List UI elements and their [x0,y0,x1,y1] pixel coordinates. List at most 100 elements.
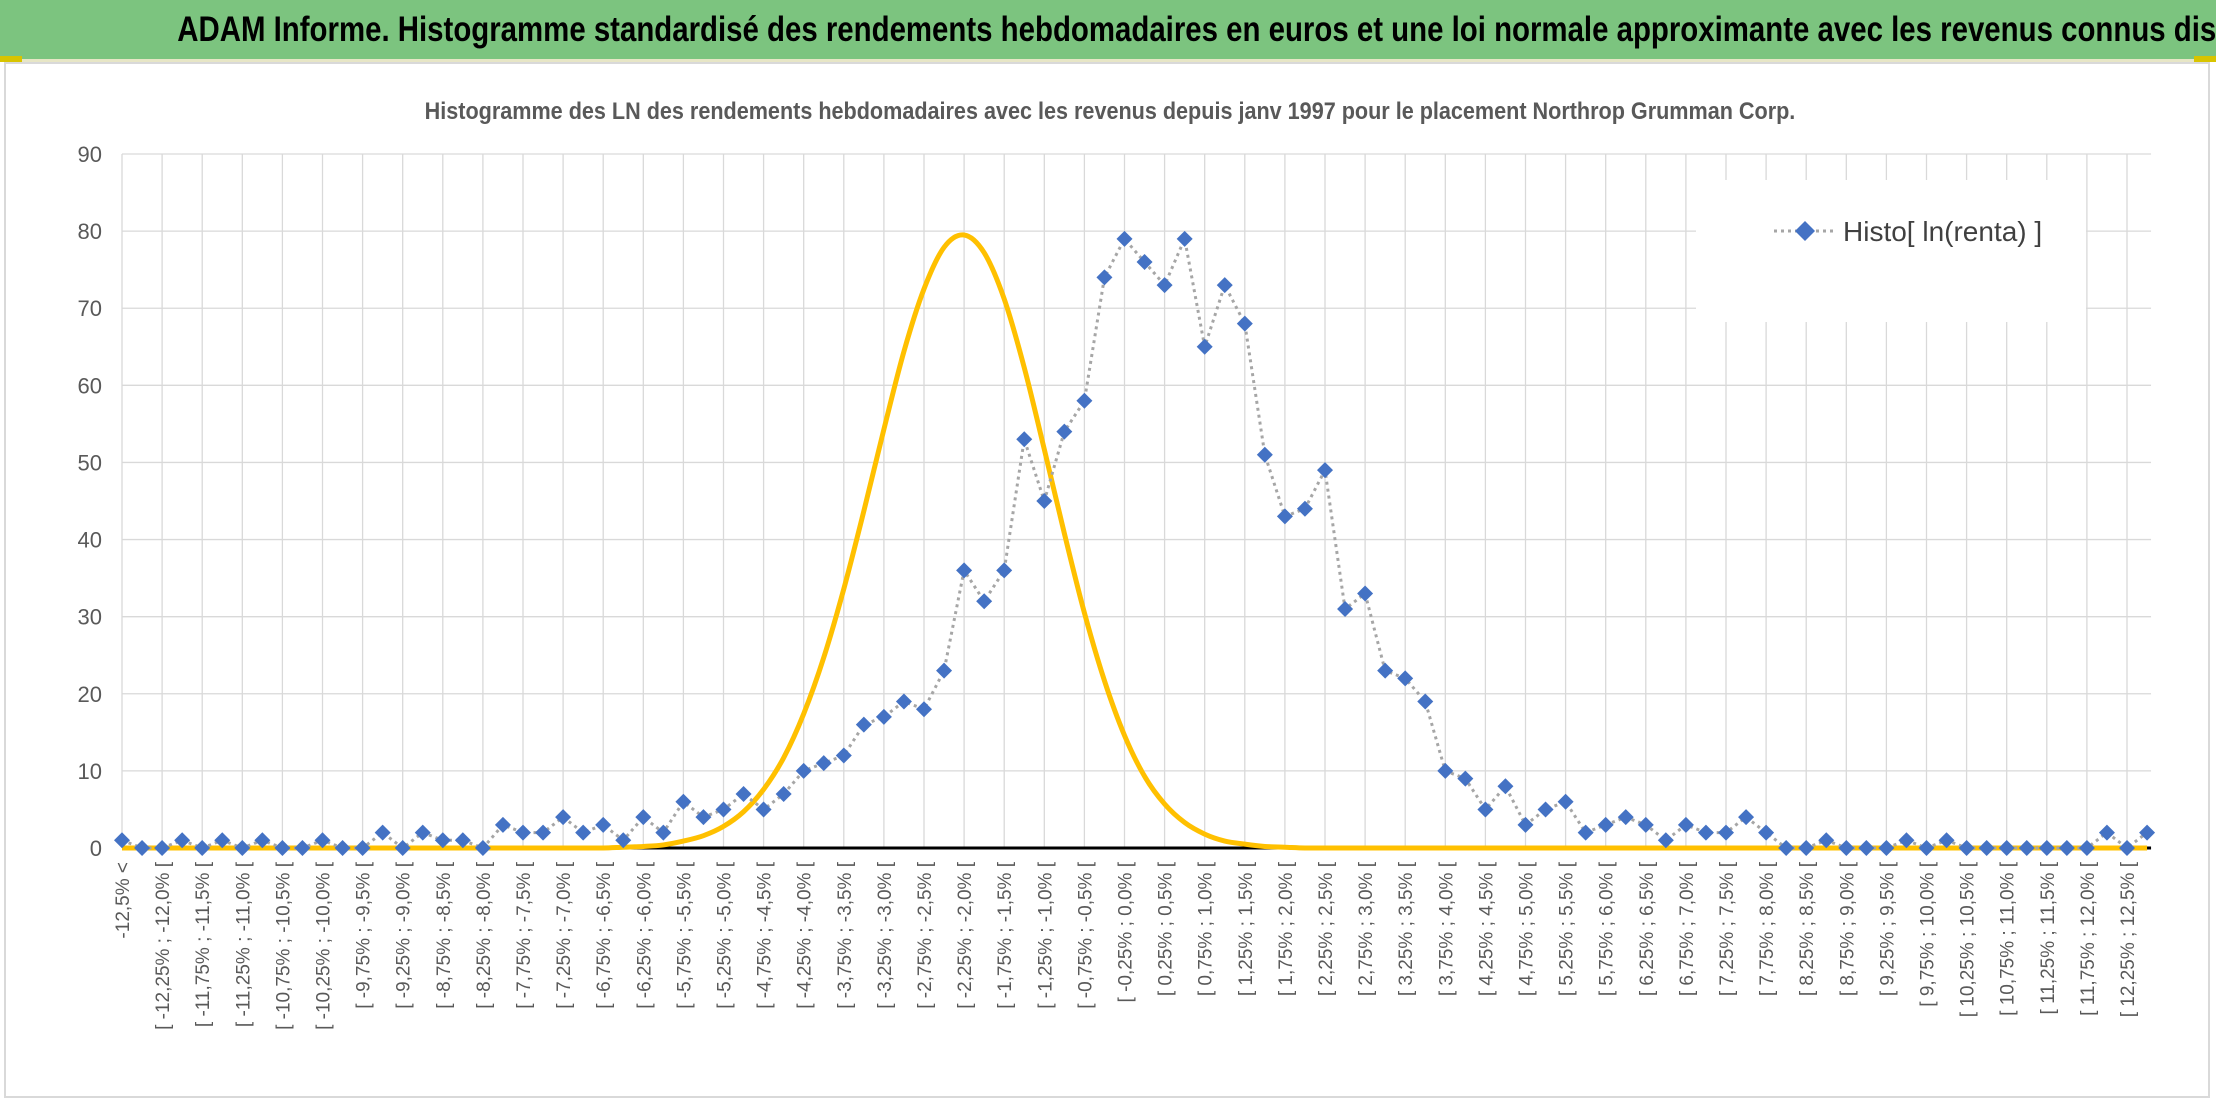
report-banner: ADAM Informe. Histogramme standardisé de… [0,0,2216,62]
data-point-diamond [1818,832,1835,849]
chart-title: Histogramme des LN des rendements hebdom… [425,97,1796,124]
x-tick-label: [ -3,25% ; -3,0% [ [875,861,896,1009]
data-point-diamond [1317,462,1333,479]
data-point-diamond [1657,832,1674,849]
data-point-diamond [314,832,331,849]
data-point-diamond [1858,840,1875,856]
x-tick-label: [ 12,25% ; 12,5% [ [2118,861,2139,1017]
x-tick-label: [ 4,25% ; 4,5% [ [1476,861,1497,996]
data-point-diamond [936,662,953,679]
data-point-diamond [555,809,572,826]
data-point-diamond [1718,824,1734,841]
x-tick-label: [ -6,25% ; -6,0% [ [634,861,655,1009]
data-point-diamond [214,832,231,849]
data-point-diamond [1357,585,1374,602]
data-point-diamond [575,824,592,841]
x-tick-label: [ -9,25% ; -9,0% [ [394,861,415,1009]
x-tick-label: [ -9,75% ; -9,5% [ [354,861,375,1009]
x-tick-label: [ -1,75% ; -1,5% [ [995,861,1016,1009]
data-point-diamond [254,832,271,849]
data-point-diamond [1537,801,1554,818]
data-point-diamond [775,786,792,803]
data-point-diamond [1176,230,1193,247]
chart-grid [121,153,2152,848]
data-point-diamond [1838,840,1855,856]
data-point-diamond [1236,315,1253,332]
x-tick-label: [ -5,75% ; -5,5% [ [674,861,695,1009]
x-tick-label: [ -0,25% ; 0,0% [ [1116,861,1137,1002]
x-tick-label: [ -0,75% ; -0,5% [ [1075,861,1096,1009]
data-point-diamond [1016,431,1033,448]
data-point-diamond [895,693,912,710]
data-point-diamond [1377,662,1394,679]
x-tick-label: [ 5,75% ; 6,0% [ [1597,861,1618,996]
y-tick-label: 70 [78,296,102,321]
data-point-diamond [1457,770,1474,787]
data-point-diamond [1798,840,1815,856]
x-tick-label: [ -6,75% ; -6,5% [ [594,861,615,1009]
data-point-diamond [154,840,171,856]
x-tick-label: [ -12,25% ; -12,0% [ [153,861,174,1030]
data-point-diamond [2098,824,2115,841]
data-point-diamond [835,747,852,764]
banner-accent-right [2194,56,2216,62]
data-point-diamond [815,755,832,772]
data-point-diamond [675,793,692,810]
x-tick-label: [ -2,25% ; -2,0% [ [955,861,976,1009]
chart-legend: Histo[ ln(renta) ] [1696,180,2086,322]
data-point-diamond [1738,809,1755,826]
legend-box [1696,180,2086,322]
data-point-diamond [1196,338,1213,355]
data-point-diamond [715,801,732,818]
data-point-diamond [535,824,552,841]
y-tick-label: 10 [78,759,102,784]
data-point-diamond [1557,793,1574,810]
data-point-diamond [234,840,251,856]
data-point-diamond [2018,840,2035,856]
normal-curve-path [122,232,2148,851]
data-point-diamond [174,832,191,849]
data-point-diamond [1477,801,1494,818]
data-point-diamond [655,824,672,841]
x-tick-label: -12,5% < [113,862,134,939]
data-point-diamond [1276,508,1293,525]
banner-accent-left [0,56,22,62]
data-point-diamond [1778,840,1795,856]
data-point-diamond [1397,670,1414,687]
data-point-diamond [1637,816,1654,833]
data-point-diamond [1156,277,1173,294]
x-tick-label: [ 1,25% ; 1,5% [ [1236,861,1257,996]
x-tick-label: [ 0,25% ; 0,5% [ [1156,861,1177,996]
data-point-diamond [855,716,872,733]
x-tick-label: [ -1,25% ; -1,0% [ [1035,861,1056,1009]
x-tick-label: [ 6,25% ; 6,5% [ [1637,861,1658,996]
x-tick-label: [ 1,75% ; 2,0% [ [1276,861,1297,996]
data-point-diamond [976,593,993,610]
y-tick-label: 20 [78,682,102,707]
data-point-diamond [1978,840,1995,856]
legend-diamond-marker [1795,221,1815,241]
data-point-diamond [1958,840,1975,856]
data-point-diamond [1597,816,1614,833]
histogram-series [114,230,2156,856]
data-point-diamond [2058,840,2075,856]
data-point-diamond [1437,762,1454,779]
data-point-diamond [1497,778,1514,795]
data-point-diamond [1417,693,1434,710]
x-tick-label: [ 9,75% ; 10,0% [ [1918,861,1939,1006]
data-point-diamond [434,832,451,849]
y-tick-label: 50 [78,450,102,475]
data-point-diamond [635,809,652,826]
data-point-diamond [334,840,351,856]
x-tick-label: [ 2,75% ; 3,0% [ [1356,861,1377,996]
data-point-diamond [354,840,371,856]
data-point-diamond [134,840,151,856]
data-point-diamond [875,708,892,725]
x-tick-label: [ 3,25% ; 3,5% [ [1396,861,1417,996]
x-tick-label: [ -8,25% ; -8,0% [ [474,861,495,1009]
data-point-diamond [1256,446,1273,463]
data-point-diamond [454,832,471,849]
x-tick-label: [ 4,75% ; 5,0% [ [1517,861,1538,996]
y-tick-label: 30 [78,605,102,630]
y-axis: 0 10 20 30 40 50 60 70 80 90 [78,142,102,861]
